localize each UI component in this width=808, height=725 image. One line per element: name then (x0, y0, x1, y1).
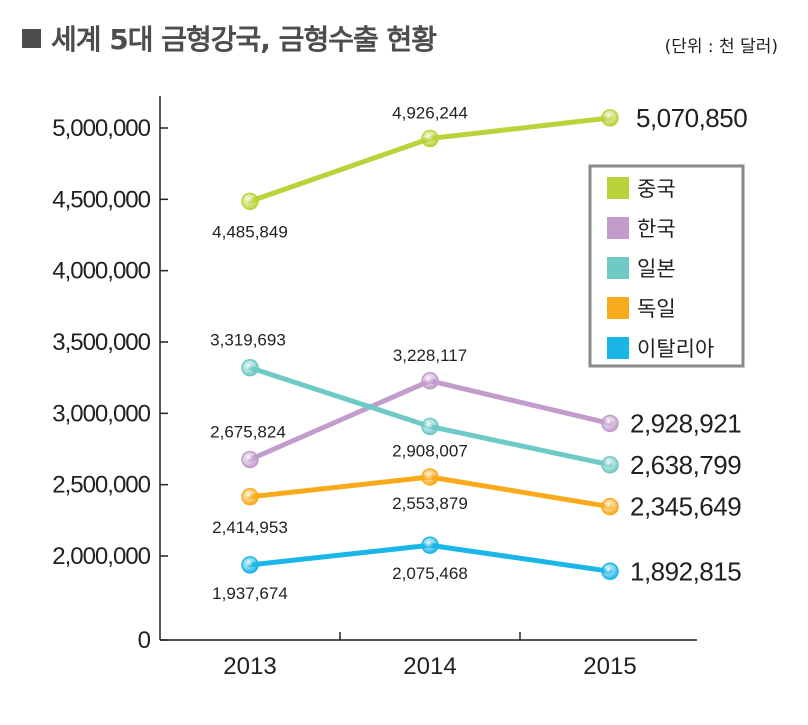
y-tick-label: 2,500,000 (52, 472, 150, 499)
data-point (241, 192, 259, 211)
data-label: 3,319,693 (210, 331, 286, 350)
x-tick-label: 2014 (403, 653, 456, 680)
y-tick-label: 4,500,000 (52, 186, 150, 213)
y-tick-label: 5,000,000 (52, 115, 150, 142)
legend-swatch (607, 257, 629, 279)
legend-swatch (607, 177, 629, 199)
data-label: 3,228,117 (393, 346, 467, 365)
data-point (601, 414, 619, 433)
data-label: 2,908,007 (392, 441, 468, 460)
data-point (421, 129, 439, 148)
legend-swatch (607, 337, 629, 359)
data-label: 1,937,674 (212, 584, 288, 603)
y-tick-label: 4,000,000 (52, 258, 150, 285)
data-label: 4,485,849 (212, 222, 288, 241)
y-tick-label: 3,500,000 (52, 329, 150, 356)
x-tick-label: 2015 (583, 653, 636, 680)
data-point (421, 417, 439, 436)
data-point (421, 536, 439, 554)
y-tick-label: 3,000,000 (52, 400, 150, 427)
legend-swatch (607, 297, 629, 319)
data-label: 5,070,850 (636, 103, 747, 133)
data-label: 2,075,468 (392, 564, 468, 583)
data-label: 2,345,649 (630, 492, 741, 522)
data-point (601, 497, 619, 516)
x-tick-labels: 2013 2014 2015 (223, 653, 636, 680)
data-label: 2,928,921 (630, 408, 741, 438)
data-label: 2,553,879 (392, 494, 468, 513)
data-label: 2,675,824 (210, 423, 286, 442)
legend-label: 중국 (637, 177, 676, 201)
y-tick-labels: 0 2,000,000 2,500,000 3,000,000 3,500,000 4,0… (52, 115, 151, 654)
data-point (421, 372, 439, 390)
data-point (241, 488, 259, 506)
axes (159, 96, 697, 641)
chart-title-text: 세계 5대 금형강국, 금형수출 현황 (51, 23, 437, 56)
data-labels: 4,485,849 4,926,244 5,070,850 2,675,824 3,22… (210, 103, 748, 603)
legend-label: 한국 (637, 217, 676, 241)
legend-label: 독일 (637, 297, 676, 321)
data-point (601, 109, 619, 127)
data-point (241, 450, 259, 469)
data-point (601, 456, 619, 474)
legend-label: 이탈리아 (637, 337, 714, 361)
data-label: 4,926,244 (392, 104, 468, 123)
unit-label: (단위 : 천 달러) (664, 37, 778, 57)
data-point (601, 562, 619, 581)
y-tick-label: 2,000,000 (52, 543, 150, 570)
x-tick-label: 2013 (223, 653, 276, 680)
data-label: 2,414,953 (212, 518, 288, 537)
legend-swatch (607, 217, 629, 239)
y-tick-label: 0 (138, 627, 151, 654)
chart-title: 세계 5대 금형강국, 금형수출 현황 (22, 18, 437, 58)
series-markers (241, 109, 619, 581)
legend-label: 일본 (637, 257, 676, 281)
data-label: 2,638,799 (630, 450, 741, 480)
data-point (241, 556, 259, 574)
data-point (421, 468, 439, 486)
data-point (241, 358, 259, 377)
title-square-icon (22, 28, 41, 48)
data-label: 1,892,815 (630, 556, 741, 586)
